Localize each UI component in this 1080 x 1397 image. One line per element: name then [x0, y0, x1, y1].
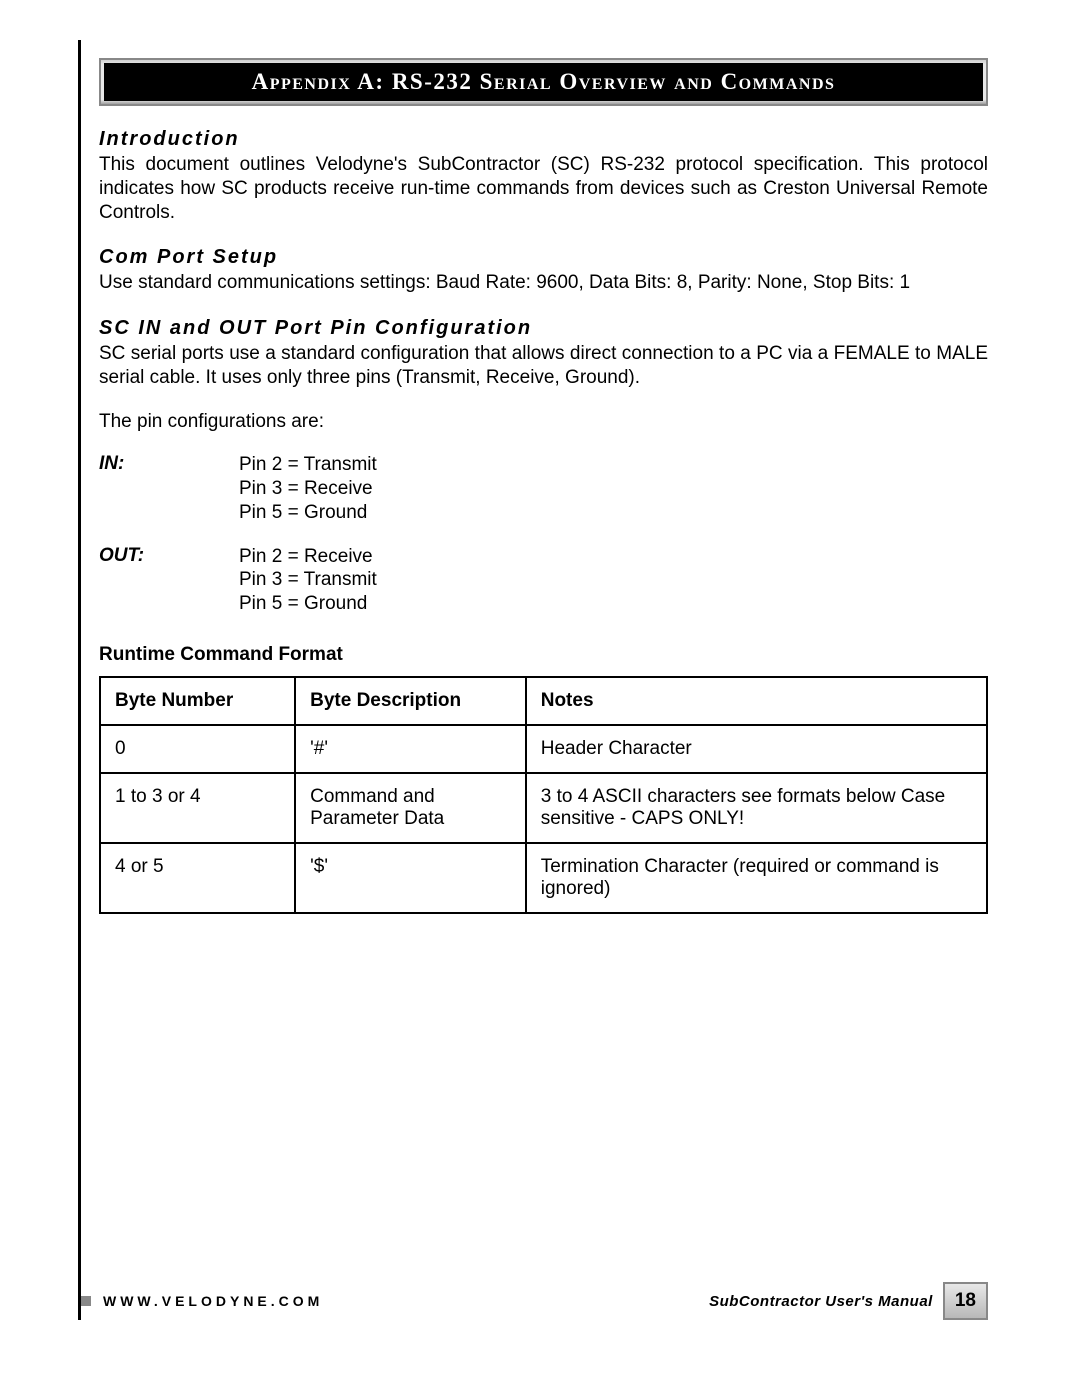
- table-header-row: Byte Number Byte Description Notes: [100, 677, 987, 725]
- cell: Command and Parameter Data: [295, 773, 526, 843]
- footer-right: SubContractor User's Manual 18: [709, 1282, 988, 1320]
- cell: Header Character: [526, 725, 987, 773]
- pin-out-block: OUT: Pin 2 = Receive Pin 3 = Transmit Pi…: [99, 545, 988, 616]
- pin-out-1: Pin 3 = Transmit: [239, 568, 377, 592]
- heading-pinconfig: SC IN and OUT Port Pin Configuration: [99, 317, 988, 340]
- cell: 3 to 4 ASCII characters see formats belo…: [526, 773, 987, 843]
- page-content: Appendix A: RS-232 Serial Overview and C…: [78, 40, 988, 1320]
- cell: '#': [295, 725, 526, 773]
- footer-url: WWW.VELODYNE.COM: [103, 1293, 323, 1309]
- runtime-command-table: Byte Number Byte Description Notes 0 '#'…: [99, 676, 988, 914]
- table-row: 1 to 3 or 4 Command and Parameter Data 3…: [100, 773, 987, 843]
- comport-body: Use standard communications settings: Ba…: [99, 271, 988, 295]
- col-byte-number: Byte Number: [100, 677, 295, 725]
- runtime-subheading: Runtime Command Format: [99, 644, 988, 666]
- pin-in-lines: Pin 2 = Transmit Pin 3 = Receive Pin 5 =…: [239, 453, 377, 524]
- col-byte-description: Byte Description: [295, 677, 526, 725]
- footer-bullet-icon: [81, 1296, 91, 1306]
- table-row: 4 or 5 '$' Termination Character (requir…: [100, 843, 987, 913]
- pin-out-label: OUT:: [99, 545, 239, 616]
- pin-out-lines: Pin 2 = Receive Pin 3 = Transmit Pin 5 =…: [239, 545, 377, 616]
- pin-in-block: IN: Pin 2 = Transmit Pin 3 = Receive Pin…: [99, 453, 988, 524]
- heading-introduction: Introduction: [99, 128, 988, 151]
- heading-comport: Com Port Setup: [99, 246, 988, 269]
- pin-in-label: IN:: [99, 453, 239, 524]
- pin-out-0: Pin 2 = Receive: [239, 545, 377, 569]
- page-number: 18: [943, 1282, 988, 1320]
- col-notes: Notes: [526, 677, 987, 725]
- pin-in-1: Pin 3 = Receive: [239, 477, 377, 501]
- pin-in-0: Pin 2 = Transmit: [239, 453, 377, 477]
- cell: 4 or 5: [100, 843, 295, 913]
- cell: Termination Character (required or comma…: [526, 843, 987, 913]
- pin-out-2: Pin 5 = Ground: [239, 592, 377, 616]
- cell: 0: [100, 725, 295, 773]
- title-bar: Appendix A: RS-232 Serial Overview and C…: [99, 58, 988, 106]
- pin-in-2: Pin 5 = Ground: [239, 501, 377, 525]
- title-bar-text: Appendix A: RS-232 Serial Overview and C…: [104, 63, 983, 101]
- pinconfig-line2: The pin configurations are:: [99, 410, 988, 434]
- footer-manual-title: SubContractor User's Manual: [709, 1293, 933, 1310]
- cell: 1 to 3 or 4: [100, 773, 295, 843]
- cell: '$': [295, 843, 526, 913]
- page-footer: WWW.VELODYNE.COM SubContractor User's Ma…: [81, 1282, 988, 1320]
- pinconfig-body: SC serial ports use a standard configura…: [99, 342, 988, 390]
- footer-left: WWW.VELODYNE.COM: [81, 1293, 323, 1309]
- intro-body: This document outlines Velodyne's SubCon…: [99, 153, 988, 224]
- table-row: 0 '#' Header Character: [100, 725, 987, 773]
